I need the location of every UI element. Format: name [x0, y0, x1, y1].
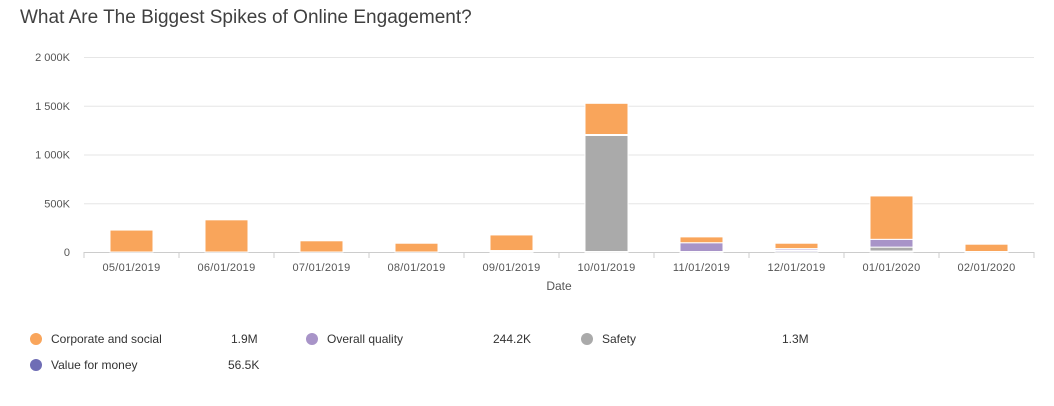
- bar-segment[interactable]: [489, 234, 534, 252]
- legend-swatch-corporate: [30, 333, 42, 345]
- legend-label: Value for money: [51, 358, 138, 372]
- y-tick-label: 2 000K: [35, 52, 71, 64]
- legend-item-value-for-money[interactable]: Value for money: [30, 356, 138, 374]
- x-tick-label: 11/01/2019: [673, 262, 730, 274]
- legend-total: 1.3M: [782, 332, 809, 346]
- x-tick-label: 02/01/2020: [957, 262, 1015, 274]
- legend-label: Corporate and social: [51, 332, 162, 346]
- legend-total: 244.2K: [493, 332, 532, 346]
- legend-item-overall-quality[interactable]: Overall quality: [306, 330, 403, 348]
- bar-segment[interactable]: [774, 242, 819, 250]
- y-tick-label: 500K: [44, 198, 70, 210]
- bar-segment[interactable]: [394, 242, 439, 253]
- bar-segment[interactable]: [869, 246, 914, 252]
- legend-swatch-overall-quality: [306, 333, 318, 345]
- y-tick-label: 0: [64, 247, 70, 259]
- bar-segment[interactable]: [964, 243, 1009, 253]
- engagement-bar-chart: 0 500K 1 000K 1 500K 2 000K 05/01/2019 06/01/…: [35, 52, 1035, 293]
- legend-total: 1.9M: [231, 332, 258, 346]
- x-tick-label: 09/01/2019: [482, 262, 540, 274]
- legend-label: Overall quality: [327, 332, 404, 346]
- y-tick-label: 1 500K: [35, 101, 71, 113]
- legend-label: Safety: [602, 332, 637, 346]
- legend-swatch-safety: [581, 333, 593, 345]
- y-tick-label: 1 000K: [35, 150, 71, 162]
- bar-segment[interactable]: [584, 134, 629, 253]
- x-tick-label: 12/01/2019: [767, 262, 825, 274]
- legend-swatch-value-for-money: [30, 359, 42, 371]
- x-axis: 05/01/2019 06/01/2019 07/01/2019 08/01/2019…: [83, 252, 1035, 274]
- bar-segment[interactable]: [204, 219, 249, 253]
- x-tick-label: 06/01/2019: [197, 262, 255, 274]
- legend-item-safety[interactable]: Safety: [581, 330, 636, 348]
- bar-segment[interactable]: [869, 195, 914, 240]
- x-tick-label: 10/01/2019: [577, 262, 635, 274]
- legend: Corporate and social 1.9M Overall qualit…: [30, 330, 930, 390]
- y-axis-ticks: 0 500K 1 000K 1 500K 2 000K: [35, 52, 71, 259]
- bar-segment[interactable]: [299, 240, 344, 253]
- legend-item-corporate-and-social[interactable]: Corporate and social: [30, 330, 162, 348]
- x-tick-label: 05/01/2019: [102, 262, 160, 274]
- bar-segment[interactable]: [679, 242, 724, 253]
- x-tick-label: 07/01/2019: [292, 262, 350, 274]
- x-tick-label: 08/01/2019: [387, 262, 445, 274]
- bar-segment[interactable]: [679, 236, 724, 244]
- bar-segment[interactable]: [869, 238, 914, 248]
- legend-total: 56.5K: [228, 358, 260, 372]
- x-axis-label: Date: [546, 279, 572, 293]
- chart-title: What Are The Biggest Spikes of Online En…: [20, 7, 472, 28]
- bars: [109, 102, 1009, 253]
- x-tick-label: 01/01/2020: [862, 262, 920, 274]
- bar-segment[interactable]: [584, 102, 629, 136]
- bar-segment[interactable]: [109, 229, 154, 253]
